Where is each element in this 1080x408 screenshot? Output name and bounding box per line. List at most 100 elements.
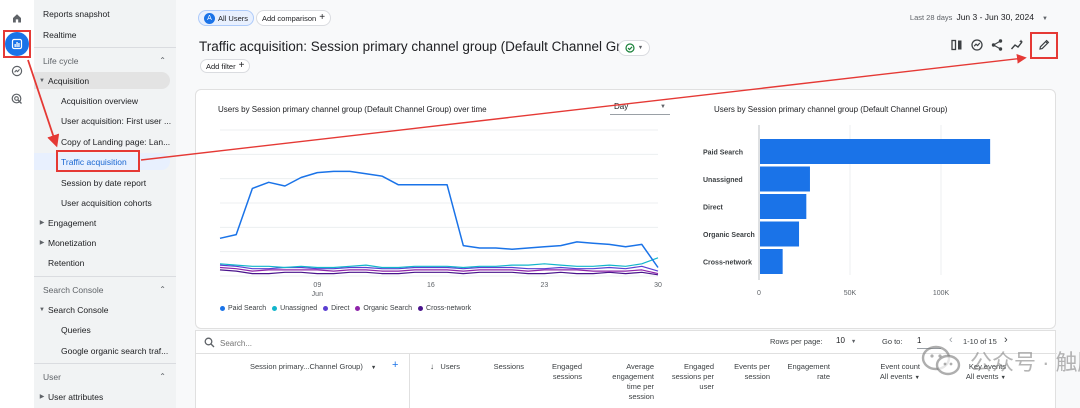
reports-icon[interactable] <box>5 32 29 56</box>
legend-item-direct[interactable]: Direct <box>323 305 349 312</box>
sidebar-item-search-console[interactable]: ▼ Search Console <box>34 301 176 318</box>
sidebar-item-traffic-acquisition[interactable]: Traffic acquisition <box>34 153 170 170</box>
rows-per-page-select[interactable]: 10 ▼ <box>836 336 857 345</box>
x-tick-label: 30 <box>654 282 662 289</box>
x-tick-label: 16 <box>427 282 435 289</box>
share-icon[interactable] <box>990 38 1004 52</box>
compare-columns-icon[interactable] <box>950 38 964 52</box>
segment-chip-all-users[interactable]: A All Users <box>198 10 255 26</box>
column-header-sessions[interactable]: Sessions <box>493 362 524 371</box>
section-life-cycle[interactable]: Life cycle ⌃ <box>43 55 166 66</box>
explore-icon[interactable] <box>5 59 29 83</box>
caret-down-icon: ▼ <box>660 103 666 110</box>
section-search-console[interactable]: Search Console ⌃ <box>43 284 166 295</box>
x-tick-label: 0 <box>757 290 761 297</box>
sidebar-item-user-attributes[interactable]: ▶ User attributes <box>34 388 176 405</box>
home-icon[interactable] <box>5 6 29 30</box>
edit-pencil-icon[interactable] <box>1037 38 1051 52</box>
series-line-organic-search <box>219 266 659 275</box>
insights-icon[interactable] <box>970 38 984 52</box>
bar-organic-search <box>760 221 800 247</box>
column-header-users[interactable]: Users <box>440 362 460 371</box>
next-page-icon[interactable]: › <box>1004 334 1008 346</box>
column-header-key-events[interactable]: Key events All events ▼ <box>936 362 1006 383</box>
watermark: 公众号 · 触脉咨询 <box>920 343 1080 379</box>
interval-select[interactable]: Day ▼ <box>610 99 670 115</box>
table-search-input[interactable] <box>220 336 420 350</box>
x-tick-label: 100K <box>933 290 950 297</box>
dimension-selector[interactable]: Session primary...Channel Group) ▼ <box>250 362 377 371</box>
chevron-up-icon: ⌃ <box>159 285 166 294</box>
column-divider <box>409 353 410 408</box>
highlight-box-traffic-acquisition <box>56 150 140 172</box>
column-header-engagement-rate[interactable]: Engagement rate <box>787 362 830 381</box>
x-tick-month-label: Jun <box>312 291 323 298</box>
key-events-filter[interactable]: All events ▼ <box>965 372 1006 381</box>
sidebar-item-queries[interactable]: Queries <box>61 324 91 335</box>
legend-item-unassigned[interactable]: Unassigned <box>272 305 317 312</box>
add-comparison-button[interactable]: Add comparison + <box>256 10 332 26</box>
prev-page-icon[interactable]: ‹ <box>949 334 953 346</box>
caret-right-icon: ▶ <box>39 394 45 400</box>
column-header-events-per-session[interactable]: Events per session <box>734 362 770 381</box>
bar-paid-search <box>760 139 991 164</box>
bar-chart: 0 50K 100K Paid Search Unassigned Direct Organ… <box>703 125 991 297</box>
chevron-up-icon: ⌃ <box>159 372 166 381</box>
pagination-range: 1-10 of 15 <box>963 337 997 346</box>
bar-category-label: Cross-network <box>703 260 752 267</box>
sidebar-item-landing-page-copy[interactable]: Copy of Landing page: Lan... <box>61 136 171 147</box>
sidebar-item-engagement[interactable]: ▶ Engagement <box>34 214 176 231</box>
column-header-engaged-sessions[interactable]: Engaged sessions <box>551 362 582 381</box>
add-filter-button[interactable]: Add filter + <box>200 59 251 73</box>
date-range-picker[interactable]: Last 28 days Jun 3 - Jun 30, 2024 ▼ <box>909 12 1048 22</box>
bar-category-label: Paid Search <box>703 150 743 157</box>
table-divider <box>196 353 1057 354</box>
legend-item-paid-search[interactable]: Paid Search <box>220 305 266 312</box>
x-tick-label: 09 <box>313 282 321 289</box>
goto-label: Go to: <box>882 337 903 346</box>
sidebar-item-session-by-date[interactable]: Session by date report <box>61 177 147 188</box>
rows-per-page-label: Rows per page: <box>770 337 823 346</box>
line-chart-legend: Paid Search Unassigned Direct Organic Se… <box>220 305 471 312</box>
sparkline-insights-icon[interactable] <box>1010 38 1024 52</box>
main-content: A All Users Add comparison + Last 28 day… <box>176 0 1080 408</box>
bar-category-label: Direct <box>703 205 724 212</box>
annotation-arrow-down <box>27 59 60 148</box>
caret-right-icon: ▶ <box>39 220 45 226</box>
column-header-engaged-sessions-per-user[interactable]: Engaged sessions per user <box>671 362 714 391</box>
series-line-unassigned <box>219 257 659 269</box>
x-tick-label: 23 <box>541 282 549 289</box>
reports-sidebar: Reports snapshot Realtime Life cycle ⌃ ▼ A… <box>34 0 176 408</box>
sidebar-item-acquisition-overview[interactable]: Acquisition overview <box>61 95 139 106</box>
bar-category-label: Organic Search <box>703 232 755 239</box>
series-line-cross-network <box>219 269 659 276</box>
sidebar-item-user-acquisition[interactable]: User acquisition: First user ... <box>61 115 172 126</box>
search-icon <box>204 337 215 348</box>
legend-item-cross-network[interactable]: Cross-network <box>418 305 471 312</box>
event-count-filter[interactable]: All events ▼ <box>879 372 920 381</box>
sidebar-item-acquisition[interactable]: ▼ Acquisition <box>34 72 170 89</box>
add-dimension-icon[interactable]: + <box>392 359 399 371</box>
annotation-arrow-right <box>140 53 1027 161</box>
chevron-up-icon: ⌃ <box>159 56 166 65</box>
wechat-logo-icon <box>921 345 961 376</box>
sidebar-item-user-acquisition-cohorts[interactable]: User acquisition cohorts <box>61 197 152 208</box>
sidebar-item-google-organic-search[interactable]: Google organic search traf... <box>61 345 169 356</box>
sidebar-item-retention[interactable]: Retention <box>48 257 85 268</box>
caret-down-icon: ▼ <box>914 375 920 381</box>
plus-icon: + <box>238 60 245 71</box>
sidebar-item-realtime[interactable]: Realtime <box>43 29 77 40</box>
divider <box>34 276 176 277</box>
sidebar-item-reports-snapshot[interactable]: Reports snapshot <box>43 8 110 19</box>
chart-card: Users by Session primary channel group (… <box>195 89 1056 329</box>
column-header-average-engagement-time[interactable]: Average engagement time per session <box>612 362 654 401</box>
section-user[interactable]: User ⌃ <box>43 371 166 382</box>
column-header-event-count[interactable]: Event count All events ▼ <box>856 362 920 383</box>
sort-arrow-icon: ↓ <box>430 362 434 371</box>
legend-item-organic-search[interactable]: Organic Search <box>355 305 412 312</box>
report-status-badge[interactable]: ▼ <box>618 40 650 56</box>
line-chart: 12K10K8K6K4K2K009162330Jun <box>219 129 662 298</box>
sidebar-item-monetization[interactable]: ▶ Monetization <box>34 234 176 251</box>
caret-down-icon: ▼ <box>1042 16 1048 22</box>
advertising-icon[interactable] <box>5 87 29 111</box>
